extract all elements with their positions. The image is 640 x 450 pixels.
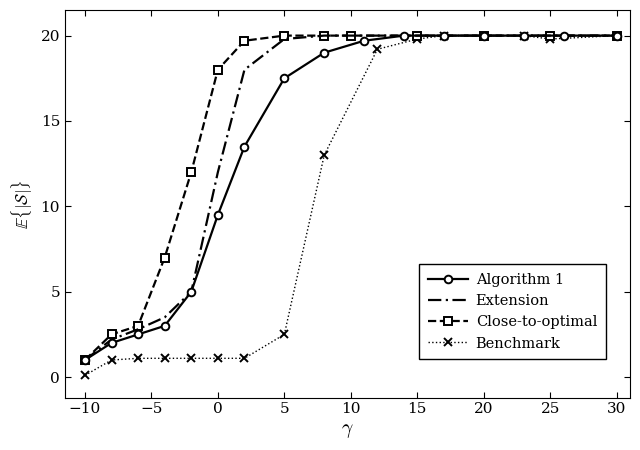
Extension bbox=[613, 33, 621, 38]
Extension bbox=[241, 67, 248, 72]
Algorithm 1 bbox=[134, 332, 142, 337]
Benchmark bbox=[134, 356, 142, 361]
Close-to-optimal bbox=[108, 332, 115, 337]
Line: Benchmark: Benchmark bbox=[81, 32, 621, 379]
Benchmark bbox=[480, 33, 488, 38]
Benchmark bbox=[413, 36, 421, 42]
Benchmark bbox=[520, 33, 527, 38]
Algorithm 1 bbox=[108, 340, 115, 346]
Benchmark bbox=[214, 356, 221, 361]
Extension bbox=[440, 33, 448, 38]
Extension bbox=[400, 33, 408, 38]
Close-to-optimal bbox=[613, 33, 621, 38]
Algorithm 1 bbox=[400, 33, 408, 38]
Benchmark bbox=[188, 356, 195, 361]
Algorithm 1 bbox=[81, 357, 89, 363]
Extension bbox=[347, 33, 355, 38]
Extension bbox=[280, 36, 288, 42]
Algorithm 1 bbox=[520, 33, 527, 38]
Algorithm 1 bbox=[161, 323, 168, 328]
Extension bbox=[161, 315, 168, 320]
Close-to-optimal bbox=[134, 323, 142, 328]
Close-to-optimal bbox=[321, 33, 328, 38]
Algorithm 1 bbox=[241, 144, 248, 149]
Close-to-optimal bbox=[161, 255, 168, 260]
Legend: Algorithm 1, Extension, Close-to-optimal, Benchmark: Algorithm 1, Extension, Close-to-optimal… bbox=[419, 264, 605, 359]
Close-to-optimal bbox=[81, 357, 89, 363]
Line: Extension: Extension bbox=[85, 36, 617, 360]
Close-to-optimal bbox=[280, 33, 288, 38]
Close-to-optimal bbox=[188, 170, 195, 175]
Benchmark bbox=[108, 357, 115, 363]
Algorithm 1 bbox=[440, 33, 448, 38]
Algorithm 1 bbox=[321, 50, 328, 55]
Algorithm 1 bbox=[560, 33, 568, 38]
Algorithm 1 bbox=[188, 289, 195, 294]
Algorithm 1 bbox=[280, 76, 288, 81]
Benchmark bbox=[241, 356, 248, 361]
Benchmark bbox=[280, 332, 288, 337]
Close-to-optimal bbox=[214, 67, 221, 72]
Close-to-optimal bbox=[547, 33, 554, 38]
Benchmark bbox=[547, 36, 554, 42]
Line: Algorithm 1: Algorithm 1 bbox=[81, 32, 621, 364]
Close-to-optimal bbox=[347, 33, 355, 38]
Close-to-optimal bbox=[241, 38, 248, 44]
Benchmark bbox=[321, 153, 328, 158]
X-axis label: $\gamma$: $\gamma$ bbox=[341, 422, 354, 440]
Line: Close-to-optimal: Close-to-optimal bbox=[81, 32, 621, 364]
Extension bbox=[81, 357, 89, 363]
Extension bbox=[214, 170, 221, 175]
Benchmark bbox=[374, 46, 381, 52]
Close-to-optimal bbox=[480, 33, 488, 38]
Extension bbox=[108, 337, 115, 342]
Algorithm 1 bbox=[360, 38, 368, 44]
Benchmark bbox=[161, 356, 168, 361]
Extension bbox=[134, 327, 142, 332]
Algorithm 1 bbox=[613, 33, 621, 38]
Benchmark bbox=[613, 33, 621, 38]
Extension bbox=[547, 33, 554, 38]
Benchmark bbox=[440, 33, 448, 38]
Close-to-optimal bbox=[413, 33, 421, 38]
Extension bbox=[321, 33, 328, 38]
Y-axis label: $\mathbb{E}\{|\mathcal{S}|\}$: $\mathbb{E}\{|\mathcal{S}|\}$ bbox=[10, 179, 35, 229]
Extension bbox=[188, 289, 195, 294]
Benchmark bbox=[81, 373, 89, 378]
Algorithm 1 bbox=[214, 212, 221, 218]
Extension bbox=[480, 33, 488, 38]
Algorithm 1 bbox=[480, 33, 488, 38]
